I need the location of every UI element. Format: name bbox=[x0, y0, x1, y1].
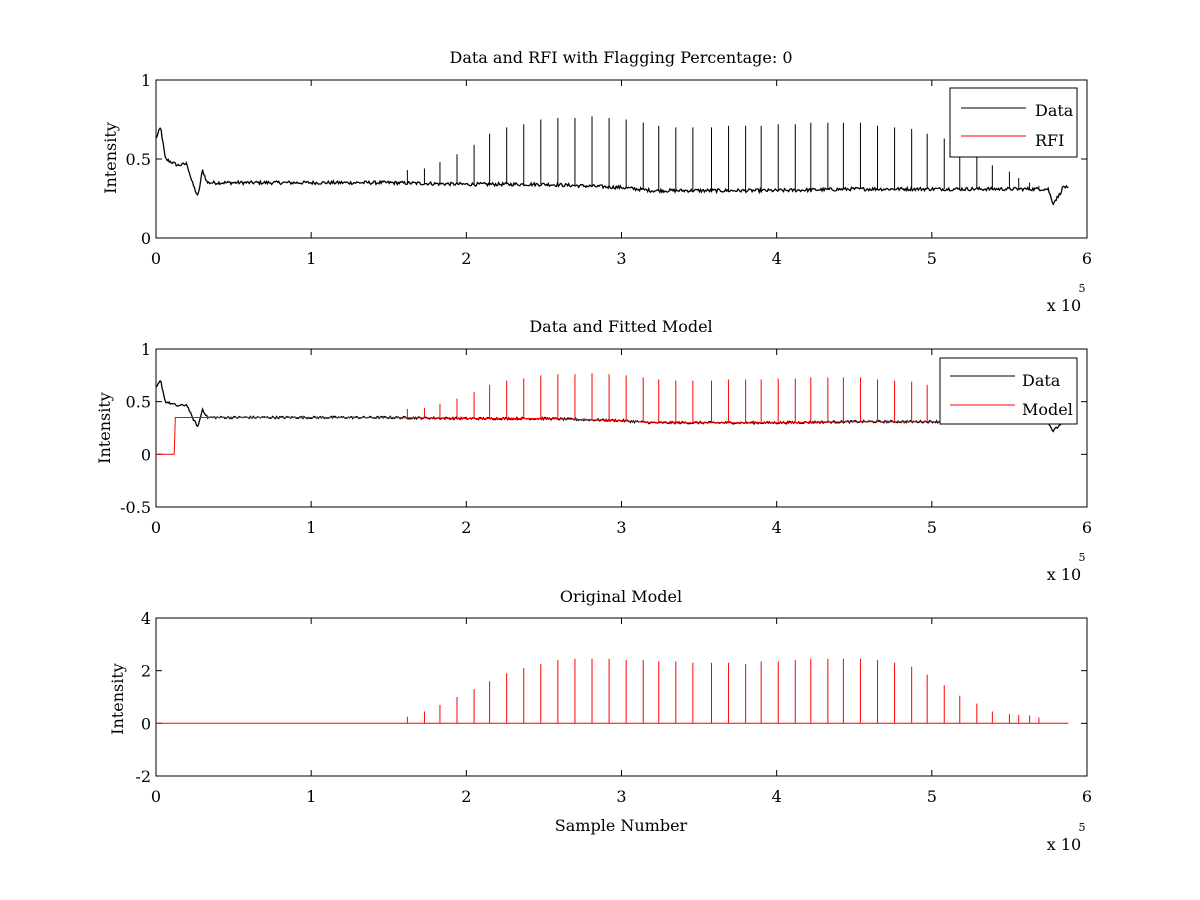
y-tick-label: 1 bbox=[141, 340, 151, 359]
x-tick-label: 5 bbox=[927, 787, 937, 806]
y-tick-label: 0 bbox=[141, 714, 151, 733]
x-scale-label: x 10 bbox=[1047, 296, 1081, 315]
legend: Data RFI bbox=[949, 87, 1078, 158]
panel-data-rfi: Data and RFI with Flagging Percentage: 0… bbox=[101, 48, 1092, 315]
x-tick-label: 2 bbox=[461, 787, 471, 806]
y-tick-label: 0 bbox=[141, 229, 151, 248]
legend-label-model: Model bbox=[1022, 400, 1073, 419]
axes-box bbox=[155, 617, 1088, 777]
legend-label-rfi: RFI bbox=[1035, 131, 1064, 150]
x-tick-label: 1 bbox=[306, 249, 316, 268]
x-scale-label: x 10 bbox=[1047, 565, 1081, 584]
panel-title: Data and RFI with Flagging Percentage: 0 bbox=[449, 48, 792, 67]
series-line-data bbox=[155, 127, 1069, 206]
x-tick-label: 4 bbox=[772, 518, 782, 537]
x-tick-label: 3 bbox=[616, 787, 626, 806]
plot-area: 0 1 2 3 4 5 6 0 0.5 1 bbox=[126, 71, 1093, 268]
x-tick-label: 6 bbox=[1082, 787, 1092, 806]
legend: Data Model bbox=[939, 357, 1078, 425]
x-axis-label: Sample Number bbox=[555, 816, 688, 835]
panel-title: Data and Fitted Model bbox=[529, 317, 712, 336]
x-tick-label: 5 bbox=[927, 249, 937, 268]
panel-data-model: Data and Fitted Model Intensity 0 1 2 3 4 5 6 -… bbox=[95, 317, 1092, 584]
y-tick-label: -2 bbox=[135, 767, 151, 786]
y-axis-label: Intensity bbox=[95, 392, 114, 464]
x-scale-label: x 10 bbox=[1047, 835, 1081, 854]
y-tick-label: 0.5 bbox=[126, 393, 151, 412]
legend-label-data: Data bbox=[1035, 101, 1074, 120]
x-tick-label: 5 bbox=[927, 518, 937, 537]
x-tick-label: 3 bbox=[616, 249, 626, 268]
x-tick-label: 6 bbox=[1082, 518, 1092, 537]
plot-area: 0 1 2 3 4 5 6-0.500.51 bbox=[120, 340, 1092, 537]
x-tick-label: 1 bbox=[306, 518, 316, 537]
x-tick-label: 6 bbox=[1082, 249, 1092, 268]
legend-box bbox=[949, 87, 1078, 158]
x-scale-exponent: 5 bbox=[1079, 551, 1086, 564]
y-tick-label: 2 bbox=[141, 662, 151, 681]
legend-box bbox=[939, 357, 1078, 425]
series-line-model bbox=[156, 417, 1069, 455]
y-tick-label: 0.5 bbox=[126, 150, 151, 169]
y-tick-label: -0.5 bbox=[120, 498, 151, 517]
x-tick-label: 2 bbox=[461, 249, 471, 268]
x-scale-exponent: 5 bbox=[1079, 282, 1086, 295]
axes-box bbox=[155, 348, 1088, 508]
x-tick-label: 0 bbox=[151, 518, 161, 537]
x-tick-label: 2 bbox=[461, 518, 471, 537]
y-axis-label: Intensity bbox=[108, 663, 127, 735]
y-tick-label: 4 bbox=[141, 609, 151, 628]
x-tick-label: 4 bbox=[772, 787, 782, 806]
x-tick-label: 0 bbox=[151, 249, 161, 268]
x-tick-label: 3 bbox=[616, 518, 626, 537]
y-tick-label: 0 bbox=[141, 445, 151, 464]
x-tick-label: 1 bbox=[306, 787, 316, 806]
y-tick-label: 1 bbox=[141, 71, 151, 90]
x-tick-label: 0 bbox=[151, 787, 161, 806]
x-tick-label: 4 bbox=[772, 249, 782, 268]
x-scale-exponent: 5 bbox=[1079, 821, 1086, 834]
axes-box bbox=[155, 79, 1088, 239]
legend-label-data: Data bbox=[1022, 371, 1061, 390]
panel-title: Original Model bbox=[560, 587, 682, 606]
y-axis-label: Intensity bbox=[101, 122, 120, 194]
